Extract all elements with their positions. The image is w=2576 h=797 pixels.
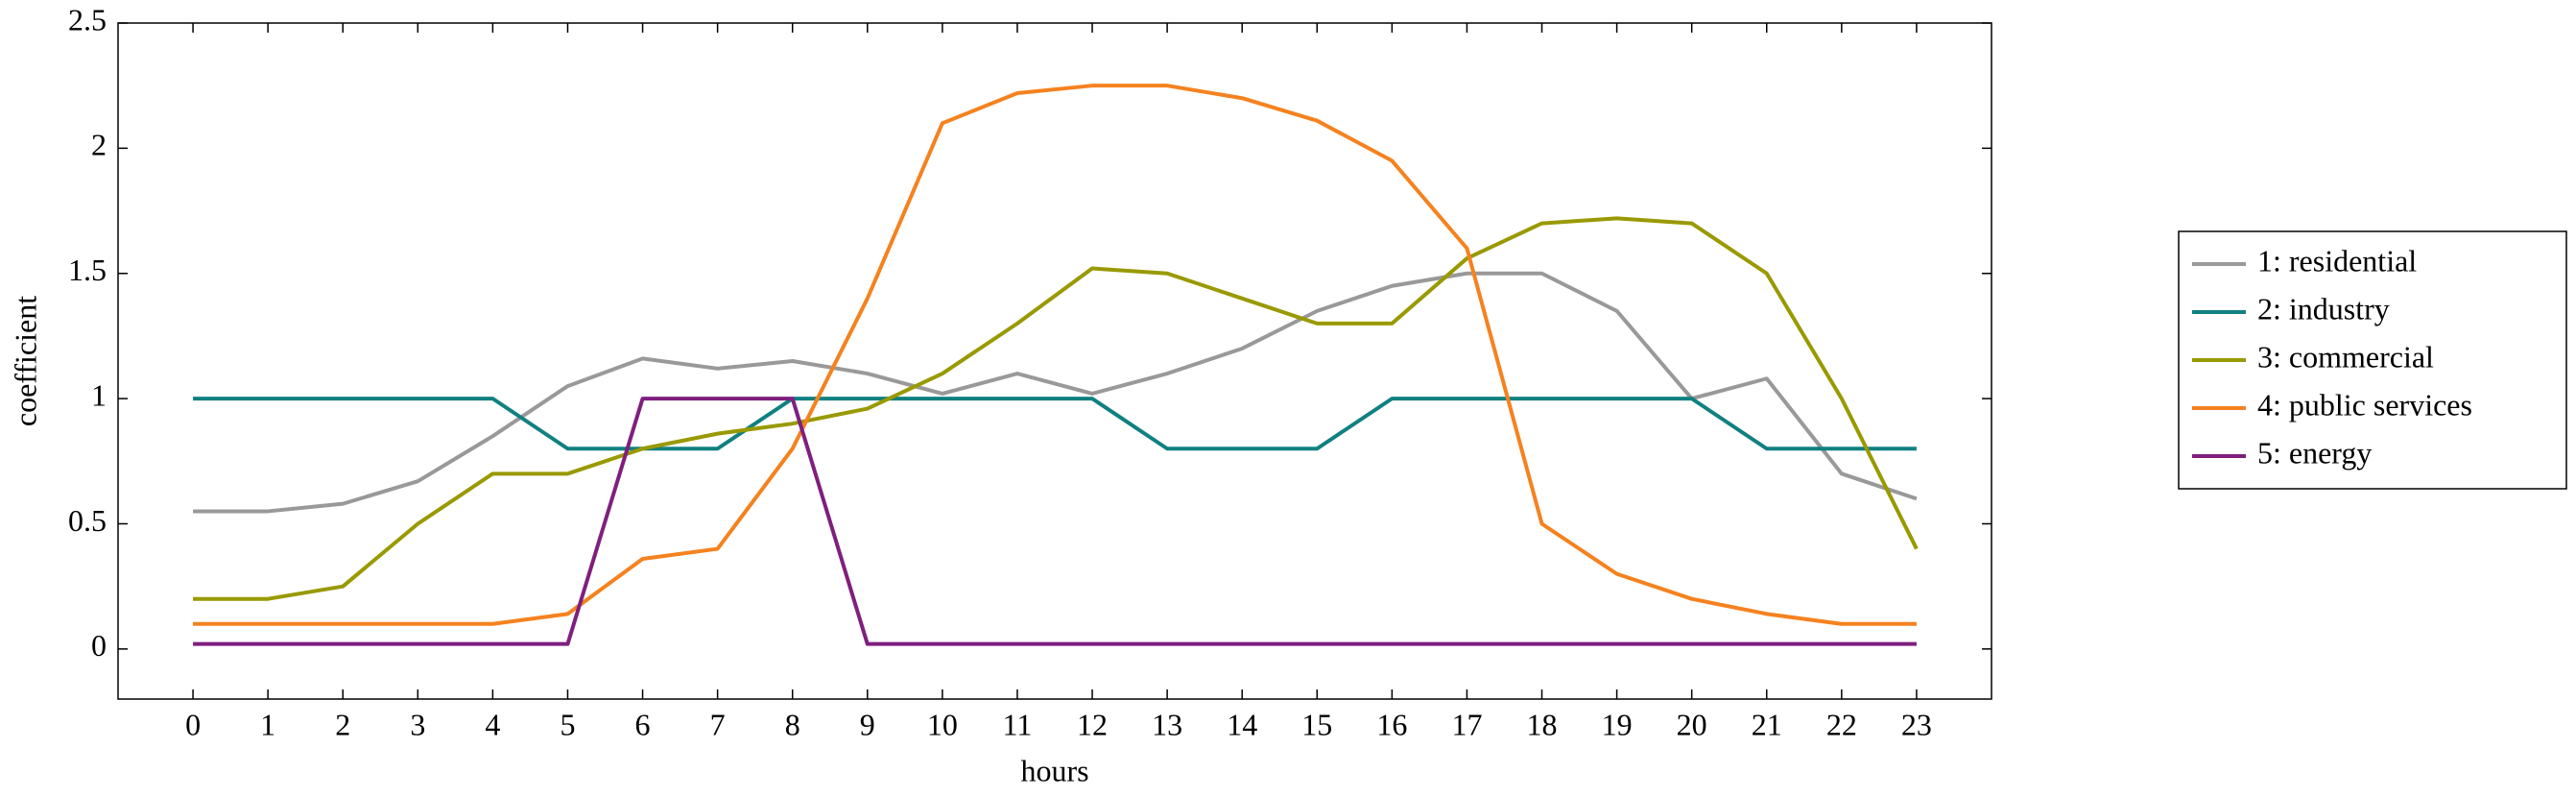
x-tick-label: 14: [1227, 707, 1257, 741]
x-tick-label: 6: [635, 707, 651, 741]
legend-label: 3: commercial: [2257, 339, 2434, 374]
y-tick-label: 1: [91, 377, 107, 412]
series-line: [193, 271, 1918, 514]
x-tick-label: 18: [1527, 707, 1558, 741]
x-tick-label: 11: [1003, 707, 1033, 741]
series-line: [193, 397, 1917, 646]
series-line: [193, 84, 1917, 626]
x-tick-label: 2: [335, 707, 350, 741]
y-tick-label: 2.5: [68, 2, 107, 36]
x-tick-label: 3: [410, 707, 425, 741]
x-tick-label: 20: [1677, 707, 1707, 741]
x-tick-label: 4: [485, 707, 500, 741]
series-line: [193, 216, 1919, 601]
y-tick-label: 0.5: [68, 503, 107, 538]
y-tick-label: 1.5: [68, 253, 107, 287]
x-tick-label: 19: [1602, 707, 1633, 741]
x-tick-label: 7: [710, 707, 726, 741]
legend-label: 1: residential: [2257, 243, 2417, 278]
y-axis-label: coefficient: [8, 296, 42, 426]
x-tick-label: 8: [785, 707, 800, 741]
y-tick-label: 0: [91, 628, 107, 663]
plot-frame: [117, 22, 1992, 700]
x-axis-label: hours: [1020, 753, 1088, 787]
x-tick-label: 16: [1376, 707, 1407, 741]
x-tick-label: 0: [185, 707, 201, 741]
legend-label: 2: industry: [2257, 291, 2390, 326]
x-tick-label: 5: [560, 707, 575, 741]
x-tick-label: 23: [1901, 707, 1932, 741]
x-tick-label: 17: [1451, 707, 1482, 741]
x-tick-label: 21: [1752, 707, 1782, 741]
x-tick-label: 22: [1826, 707, 1857, 741]
x-tick-label: 15: [1301, 707, 1332, 741]
series-line: [193, 397, 1917, 451]
x-tick-label: 10: [927, 707, 958, 741]
legend-label: 5: energy: [2257, 435, 2372, 470]
y-tick-label: 2: [91, 128, 107, 162]
x-tick-label: 13: [1152, 707, 1182, 741]
x-tick-label: 9: [860, 707, 875, 741]
legend-label: 4: public services: [2257, 387, 2472, 422]
x-tick-label: 1: [260, 707, 275, 741]
x-tick-label: 12: [1077, 707, 1108, 741]
